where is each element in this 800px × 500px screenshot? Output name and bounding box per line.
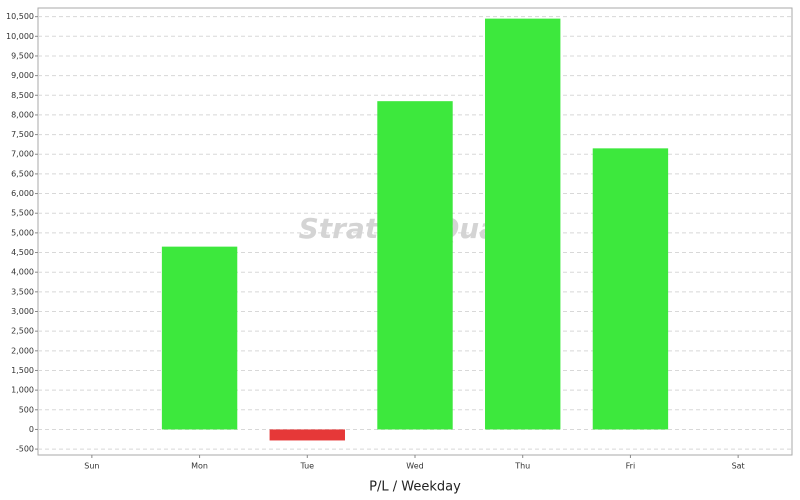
bar	[269, 429, 345, 441]
y-tick-label: 6,000	[11, 189, 34, 198]
y-tick-label: 4,500	[11, 248, 34, 257]
y-tick-label: 5,000	[11, 228, 34, 237]
x-axis-title: P/L / Weekday	[369, 480, 461, 495]
y-tick-label: 9,500	[11, 51, 34, 60]
x-tick-label: Sun	[84, 462, 99, 471]
bar	[592, 148, 669, 430]
y-tick-label: 10,000	[6, 32, 34, 41]
y-tick-label: 5,500	[11, 209, 34, 218]
y-tick-label: 9,000	[11, 71, 34, 80]
y-tick-label: 6,500	[11, 169, 34, 178]
x-tick-label: Sat	[732, 462, 745, 471]
y-tick-label: 2,000	[11, 346, 34, 355]
y-tick-label: 1,000	[11, 386, 34, 395]
x-tick-label: Mon	[191, 462, 208, 471]
y-tick-label: 500	[19, 405, 34, 414]
y-tick-label: 1,500	[11, 366, 34, 375]
y-tick-label: 3,000	[11, 307, 34, 316]
y-tick-label: 2,500	[11, 327, 34, 336]
bar	[161, 246, 238, 430]
x-tick-label: Thu	[514, 462, 530, 471]
y-tick-label: 3,500	[11, 287, 34, 296]
x-tick-label: Wed	[406, 462, 423, 471]
y-tick-label: 7,500	[11, 130, 34, 139]
y-tick-label: 8,500	[11, 91, 34, 100]
bar	[485, 18, 561, 430]
y-tick-label: 0	[29, 425, 34, 434]
bar	[377, 101, 453, 430]
x-tick-label: Tue	[299, 462, 314, 471]
y-tick-label: 4,000	[11, 268, 34, 277]
x-tick-label: Fri	[626, 462, 636, 471]
y-tick-label: 8,000	[11, 110, 34, 119]
y-tick-label: -500	[16, 445, 34, 454]
y-tick-label: 7,000	[11, 150, 34, 159]
y-tick-label: 10,500	[6, 12, 34, 21]
